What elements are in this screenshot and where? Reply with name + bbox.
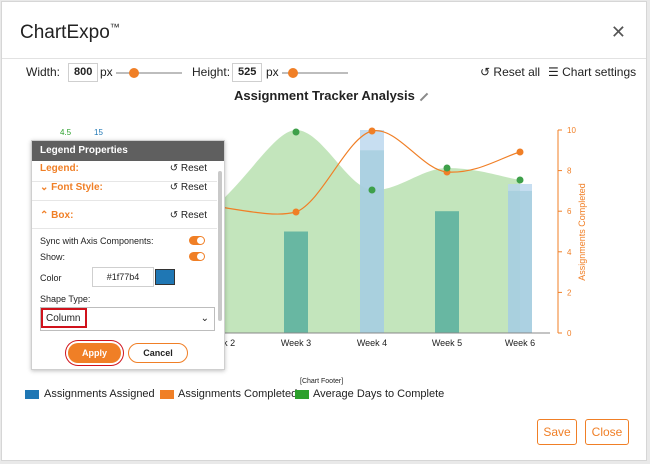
panel-scrollbar[interactable] [218, 171, 222, 321]
left-axis-top-label: 15 [94, 128, 103, 137]
box-reset-button[interactable]: ↺ Reset [169, 210, 207, 221]
height-label: Height: [192, 65, 231, 79]
panel-title: Legend Properties [32, 141, 224, 161]
show-label: Show: [40, 252, 66, 262]
legend-assigned[interactable]: Assignments Assigned [44, 388, 155, 400]
right-tick-label: 8 [567, 167, 572, 176]
x-tick-label: Week 5 [432, 338, 462, 348]
color-label: Color [40, 273, 62, 283]
sync-toggle[interactable] [189, 236, 205, 245]
avg-days-point-1 [368, 186, 376, 194]
close-button[interactable]: Close [585, 419, 629, 445]
color-hex-input[interactable]: #1f77b4 [92, 267, 154, 287]
width-unit: px [100, 65, 113, 79]
font-style-label: ⌄ Font Style: [40, 182, 103, 193]
right-tick-label: 6 [567, 207, 572, 216]
width-label: Width: [26, 65, 61, 79]
brand-title: ChartExpo™ [20, 22, 120, 43]
cancel-button[interactable]: Cancel [128, 343, 188, 363]
x-tick-label: Week 6 [505, 338, 535, 348]
legend-swatch-completed [160, 390, 174, 399]
right-tick-label: 2 [567, 288, 572, 297]
chevron-up-icon: ⌃ [40, 210, 49, 221]
close-icon[interactable]: ✕ [610, 22, 626, 42]
reset-all-label: Reset all [493, 65, 541, 79]
legend-completed[interactable]: Assignments Completed [178, 388, 298, 400]
height-slider[interactable] [282, 72, 348, 74]
left-axis-top-label: 4.5 [60, 128, 72, 137]
avg-days-point-2 [443, 164, 451, 172]
right-tick-label: 4 [567, 248, 572, 257]
legend-section-label: Legend: [40, 163, 79, 174]
height-slider-knob[interactable] [288, 68, 298, 78]
width-slider-knob[interactable] [129, 68, 139, 78]
dialog-header: ChartExpo™ ✕ [2, 2, 646, 59]
right-tick-label: 0 [567, 329, 572, 338]
sync-label: Sync with Axis Components: [40, 236, 154, 246]
save-button[interactable]: Save [537, 419, 577, 445]
chart-settings-button[interactable]: ☰ Chart settings [548, 65, 636, 79]
show-toggle[interactable] [189, 252, 205, 261]
height-unit: px [266, 65, 279, 79]
width-input[interactable]: 800 [68, 63, 99, 82]
avg-days-point-3 [516, 176, 524, 184]
shape-type-select[interactable]: Column ⌄ [40, 307, 215, 331]
bar-highlight-week-6 [508, 184, 532, 333]
x-tick-label: Week 4 [357, 338, 387, 348]
color-swatch[interactable] [155, 269, 175, 285]
box-section[interactable]: ⌃ Box: ↺ Reset [32, 202, 217, 229]
completed-point-3 [516, 148, 524, 156]
font-style-reset-button[interactable]: ↺ Reset [169, 182, 207, 193]
reset-icon: ↺ [480, 65, 491, 79]
completed-point-1 [368, 127, 376, 135]
chart-footer[interactable]: [Chart Footer] [300, 378, 344, 385]
legend-section[interactable]: Legend: ↺ Reset [32, 161, 217, 182]
bar-assigned-week-5 [435, 211, 459, 333]
completed-point-0 [292, 208, 300, 216]
apply-button[interactable]: Apply [68, 343, 121, 363]
legend-properties-panel: Legend Properties Legend: ↺ Reset ⌄ Font… [31, 140, 225, 370]
legend-reset-button[interactable]: ↺ Reset [169, 163, 207, 174]
legend-swatch-assigned [25, 390, 39, 399]
font-style-section[interactable]: ⌄ Font Style: ↺ Reset [32, 174, 217, 201]
chart-title[interactable]: Assignment Tracker Analysis [234, 88, 429, 103]
x-tick-label: Week 3 [281, 338, 311, 348]
right-axis-title: Assignments Completed [577, 183, 587, 281]
box-label: ⌃ Box: [40, 210, 74, 221]
shape-type-label: Shape Type: [40, 294, 91, 304]
legend-swatch-avg-days [295, 390, 309, 399]
chevron-down-icon: ⌄ [40, 182, 49, 193]
chevron-down-icon: ⌄ [200, 313, 209, 324]
right-tick-label: 10 [567, 126, 576, 135]
width-slider[interactable] [116, 72, 182, 74]
shape-type-value: Column [41, 308, 87, 328]
sliders-icon: ☰ [548, 65, 559, 79]
height-input[interactable]: 525 [232, 63, 263, 82]
legend-avg-days[interactable]: Average Days to Complete [313, 388, 445, 400]
chart-settings-label: Chart settings [562, 65, 637, 79]
avg-days-point-0 [292, 128, 300, 136]
bar-highlight-week-4 [360, 130, 384, 333]
reset-all-button[interactable]: ↺ Reset all [480, 65, 540, 79]
bar-assigned-week-3 [284, 231, 308, 333]
